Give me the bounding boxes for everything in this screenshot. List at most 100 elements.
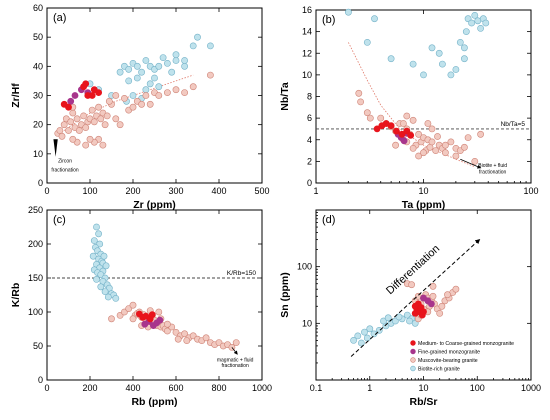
data-point xyxy=(129,315,137,323)
data-point xyxy=(105,97,113,105)
data-point xyxy=(82,141,90,149)
y-tick-label: 150 xyxy=(28,273,43,283)
data-point xyxy=(363,334,371,342)
data-point xyxy=(73,115,81,123)
data-point xyxy=(354,332,362,340)
data-point xyxy=(428,138,436,146)
panel-a: 0 100 200 300 400 500 0 10 20 30 40 50 60 Zr (ppm) Zr/… xyxy=(10,3,270,211)
data-point xyxy=(90,237,98,244)
data-point xyxy=(82,124,90,131)
data-point xyxy=(232,339,240,346)
data-point xyxy=(363,109,371,117)
data-point xyxy=(86,135,94,143)
x-tick-label: 300 xyxy=(168,186,183,196)
legend: Medium- to Coarse-grained monzogranite Fi… xyxy=(410,340,514,373)
x-tick-label: 200 xyxy=(125,186,140,196)
data-point xyxy=(403,112,411,120)
data-point xyxy=(181,57,188,64)
data-point xyxy=(82,80,90,88)
data-point xyxy=(384,314,392,322)
data-point xyxy=(452,285,460,293)
x-tick-label: 10 xyxy=(418,186,428,196)
y-axis-label: Nb/Ta xyxy=(279,82,291,111)
data-point xyxy=(206,42,214,50)
data-point xyxy=(409,60,417,68)
data-point xyxy=(181,330,188,338)
y-tick-label: 2 xyxy=(307,156,312,166)
data-point xyxy=(67,118,75,126)
series-muscovite xyxy=(54,71,214,149)
x-tick-label: 400 xyxy=(125,383,140,393)
y-tick-label: 30 xyxy=(33,91,43,101)
data-point xyxy=(471,11,479,19)
data-point xyxy=(441,141,449,149)
x-tick-label: 600 xyxy=(168,383,183,393)
data-point xyxy=(420,71,427,79)
data-point xyxy=(142,92,150,99)
y-tick-label: 12 xyxy=(302,48,312,58)
x-axis-label: Zr (ppm) xyxy=(133,199,176,211)
data-point xyxy=(71,92,79,99)
data-point xyxy=(357,98,364,106)
triangle-icon xyxy=(53,139,58,157)
data-point xyxy=(112,294,120,302)
data-point xyxy=(400,137,408,145)
y-tick-label: 40 xyxy=(33,61,43,71)
data-point xyxy=(88,106,96,114)
annotation-text: fractionation xyxy=(479,169,506,175)
x-tick-label: 100 xyxy=(523,186,538,196)
data-point xyxy=(93,223,100,231)
data-point xyxy=(406,317,413,325)
data-point xyxy=(408,281,415,289)
data-point xyxy=(65,127,72,134)
data-point xyxy=(101,121,109,129)
annotation-text: magmatic + fluid xyxy=(217,358,254,364)
data-point xyxy=(146,80,154,88)
data-point xyxy=(428,44,436,52)
data-point xyxy=(452,66,460,73)
data-point xyxy=(104,293,112,301)
legend-label: Fine-grained monzogranite xyxy=(418,350,480,356)
data-point xyxy=(350,336,357,344)
data-point xyxy=(155,92,163,99)
y-axis-label: K/Rb xyxy=(10,283,22,308)
data-point xyxy=(415,152,422,160)
data-point xyxy=(464,134,472,141)
data-point xyxy=(462,28,470,35)
annotation-text: Zircon xyxy=(58,159,72,165)
data-point xyxy=(89,252,97,260)
y-tick-label: 0 xyxy=(38,375,43,385)
data-point xyxy=(172,57,180,64)
y-tick-label: 250 xyxy=(28,205,43,215)
data-point xyxy=(168,68,176,76)
data-point xyxy=(181,62,188,70)
data-point xyxy=(101,288,109,295)
legend-label: Muscovite-bearing granite xyxy=(418,358,478,364)
legend-marker xyxy=(410,357,416,363)
data-point xyxy=(95,230,102,238)
series-fine xyxy=(420,294,435,308)
data-point xyxy=(99,141,107,149)
x-tick-label: 1000 xyxy=(252,383,272,393)
data-point xyxy=(438,60,446,68)
legend-label: Biotite-rich granite xyxy=(418,367,460,373)
data-point xyxy=(429,282,437,290)
data-point xyxy=(420,149,427,157)
data-point xyxy=(409,144,417,152)
data-point xyxy=(112,92,120,99)
data-point xyxy=(129,301,137,309)
legend-marker xyxy=(410,340,416,346)
data-point xyxy=(427,300,435,308)
x-tick-label: 1 xyxy=(367,383,372,393)
panel-c: 0 200 400 600 800 1000 0 50 100 150 200 250 Rb (ppm)… xyxy=(10,205,272,408)
data-point xyxy=(366,325,374,333)
data-point xyxy=(69,135,77,143)
x-tick-label: 400 xyxy=(211,186,226,196)
data-point xyxy=(482,19,490,27)
data-point xyxy=(373,125,381,133)
annotation-text: fractionation xyxy=(222,363,249,369)
data-point xyxy=(116,68,124,76)
data-point xyxy=(90,118,98,126)
series-biotite xyxy=(89,223,120,302)
data-point xyxy=(387,122,395,130)
